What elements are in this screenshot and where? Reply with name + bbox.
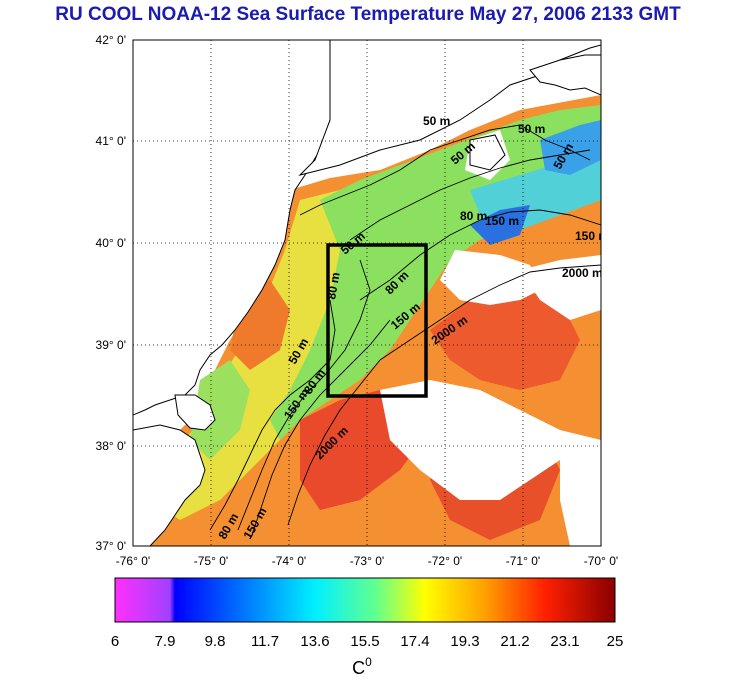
sst-nearshore [190, 360, 250, 460]
colorbar-tick-label: 23.1 [550, 633, 579, 650]
contour-label: 2000 m [562, 266, 603, 280]
contour-label: 50 m [518, 122, 545, 136]
lon-tick-label: -76° 0' [116, 554, 150, 568]
contour-label: 150 m [485, 214, 519, 228]
lat-tick-label: 42° 0' [96, 33, 126, 47]
colorbar-ticks: 6 7.9 9.8 11.7 13.6 15.5 17.4 19.3 21.2 … [111, 633, 624, 650]
land-delmarva [133, 424, 206, 546]
sst-hot-patch [430, 290, 580, 390]
contour-label: 150 m [575, 229, 609, 243]
contour-2000m [287, 359, 381, 526]
land-delaware-bay [174, 394, 216, 431]
contour-2000m [379, 264, 601, 361]
land-martha-vineyard [469, 134, 506, 171]
cloud-mask [380, 380, 601, 500]
contour-50m [209, 299, 336, 531]
lon-tick-label: -72° 0' [428, 554, 462, 568]
colorbar-tick-label: 15.5 [350, 633, 379, 650]
colorbar [114, 577, 616, 623]
contour-label: 80 m [460, 209, 487, 223]
contour-80m [237, 259, 371, 531]
map-title: RU COOL NOAA-12 Sea Surface Temperature … [55, 4, 681, 25]
sst-cold-patch [470, 205, 530, 245]
contour-80m [349, 149, 591, 241]
contour-150m [359, 209, 601, 301]
lat-tick-label: 40° 0' [96, 236, 126, 250]
land-cape-cod [529, 54, 601, 96]
colorbar-unit-label: C0 [352, 655, 372, 678]
colorbar-tick-label: 7.9 [155, 633, 176, 650]
lat-tick-label: 39° 0' [96, 338, 126, 352]
lon-tick-label: -73° 0' [350, 554, 384, 568]
colorbar-tick-label: 11.7 [251, 633, 279, 650]
colorbar-tick-label: 19.3 [450, 633, 479, 650]
lat-axis: 42° 0' 41° 0' 40° 0' 39° 0' 38° 0' 37° 0… [96, 33, 126, 553]
lat-tick-label: 37° 0' [96, 539, 126, 553]
sst-field: 50 m 50 m 50 m 50 m 80 m 80 m 150 m 150 … [133, 40, 609, 546]
colorbar-tick-label: 6 [111, 633, 119, 650]
colorbar-tick-label: 17.4 [400, 633, 429, 650]
cloud-mask [520, 255, 601, 320]
lat-tick-label: 41° 0' [96, 134, 126, 148]
map-border [132, 39, 602, 547]
lon-tick-label: -75° 0' [194, 554, 228, 568]
contour-label: 50 m [423, 114, 450, 128]
lon-tick-label: -71° 0' [506, 554, 540, 568]
lat-tick-label: 38° 0' [96, 439, 126, 453]
lon-tick-label: -70° 0' [584, 554, 618, 568]
lon-tick-label: -74° 0' [272, 554, 306, 568]
unit-base: C [352, 658, 365, 678]
colorbar-tick-label: 21.2 [500, 633, 529, 650]
lon-axis: -76° 0' -75° 0' -74° 0' -73° 0' -72° 0' … [116, 554, 618, 568]
sst-cold-patch [540, 120, 601, 175]
colorbar-tick-label: 9.8 [205, 633, 226, 650]
colorbar-tick-label: 13.6 [300, 633, 329, 650]
unit-superscript: 0 [365, 655, 372, 669]
study-area-box [326, 243, 428, 398]
cloud-mask [560, 440, 601, 546]
graticule [133, 40, 601, 546]
contour-150m [251, 319, 391, 536]
cloud-mask [440, 250, 540, 305]
colorbar-tick-label: 25 [607, 633, 624, 650]
